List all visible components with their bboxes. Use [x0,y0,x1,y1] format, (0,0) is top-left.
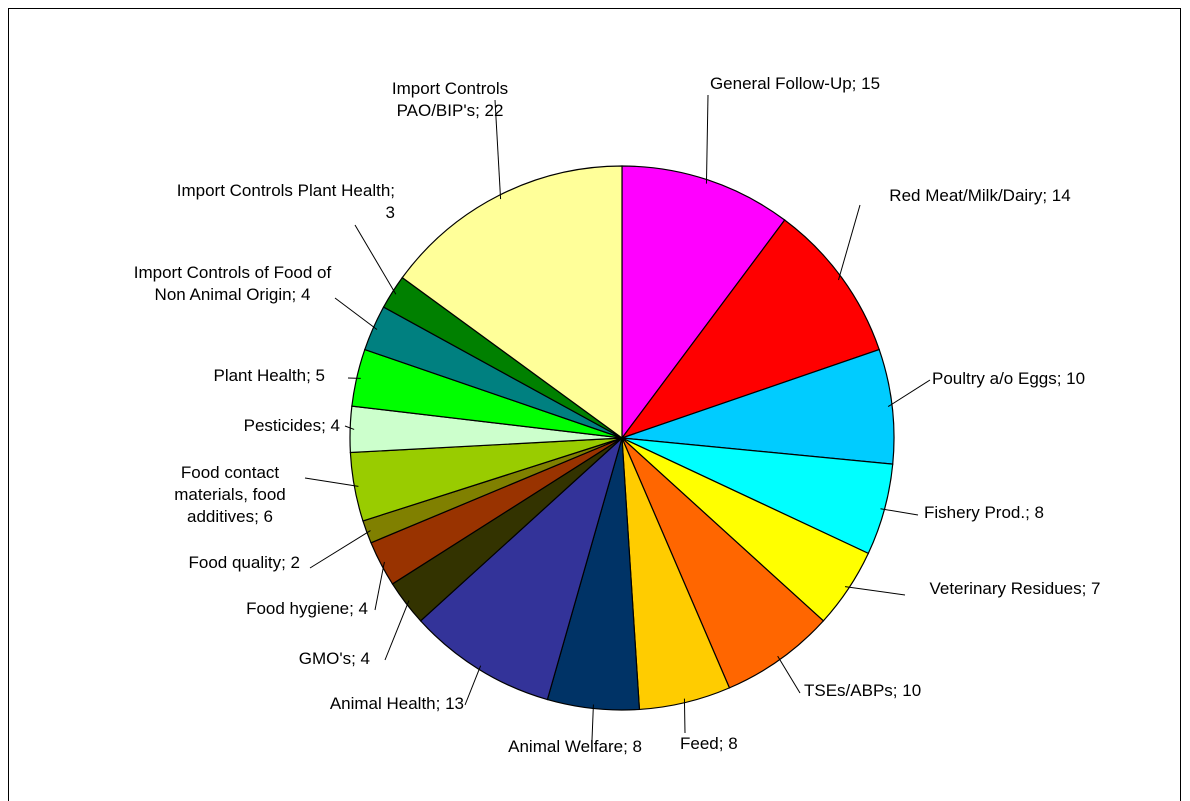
slice-label: Food hygiene; 4 [246,599,368,618]
leader-line [837,204,861,281]
slice-label: Pesticides; 4 [243,416,340,435]
slice-label: Fishery Prod.; 8 [924,503,1044,522]
slice-label: Food quality; 2 [188,553,300,572]
leader-line [334,297,378,330]
slice-label: Feed; 8 [680,734,738,753]
slice-label: Veterinary Residues; 7 [929,579,1101,598]
frame [8,8,1181,801]
slice-label: Animal Welfare; 8 [508,737,642,756]
slice-label: Plant Health; 5 [213,366,325,385]
slice-label: Import Controls Plant Health; 3 [176,181,395,222]
pie-slice [621,165,786,440]
slice-label: Animal Health; 13 [329,694,464,713]
leader-line [309,530,371,569]
leader-line [464,665,482,706]
pie-slice [401,165,623,440]
slice-label: Poultry a/o Eggs; 10 [932,369,1086,388]
slice-label: General Follow-Up; 15 [709,74,881,93]
pie-slice [620,219,880,440]
slice-label: Red Meat/Milk/Dairy; 14 [889,186,1071,205]
pie-slice [621,348,895,465]
leader-line [344,425,355,430]
slice-label: TSEs/ABPs; 10 [804,681,922,700]
slice-label: Import Controls PAO/BIP's; 22 [391,79,509,120]
leader-line [384,600,410,661]
leader-line [374,561,385,611]
leader-line [777,655,801,694]
leader-line [683,698,686,734]
leader-line [354,224,397,295]
leader-line [494,99,502,200]
slice-label: Food contact materials, food additives; … [174,463,286,526]
leader-line [880,508,919,516]
leader-line [844,586,906,596]
pie-slice [419,436,624,701]
leader-line [705,94,709,184]
leader-line [591,704,594,741]
slice-label: Import Controls of Food of Non Animal Or… [133,263,332,304]
slice-label: GMO's; 4 [298,649,370,668]
leader-line [887,379,931,407]
leader-line [304,477,359,487]
